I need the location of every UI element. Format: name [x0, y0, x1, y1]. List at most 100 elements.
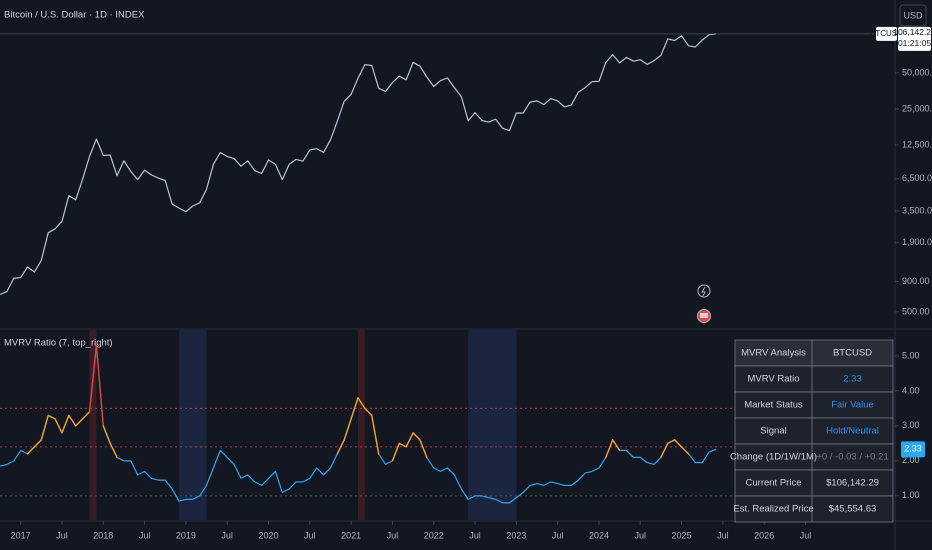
- x-tick-label: 2024: [589, 530, 609, 540]
- y-tick-label: 12,500.00: [902, 139, 932, 149]
- zone-segment: [88, 344, 98, 413]
- last-value-label: 2.33: [904, 444, 922, 454]
- price-line: [0, 33, 717, 296]
- x-tick-label: 2022: [424, 530, 444, 540]
- y-tick-label: 6,500.00: [902, 173, 932, 183]
- mvrv-table: MVRV Analysis BTCUSD MVRV Ratio 2.33 Market …: [730, 339, 894, 523]
- zone-segment: [350, 397, 359, 420]
- currency-button[interactable]: [899, 4, 927, 27]
- zone-segment: [371, 414, 380, 455]
- table-label: MVRV Ratio: [747, 374, 799, 385]
- table-label: MVRV Analysis: [741, 348, 806, 359]
- zone-segment: [612, 439, 621, 452]
- zone-segment: [343, 418, 352, 441]
- x-tick-label: Jul: [387, 530, 399, 540]
- zone-segment: [391, 442, 401, 462]
- zone-segment: [95, 344, 104, 427]
- highlight-band: [89, 330, 97, 520]
- table-label: Current Price: [746, 478, 802, 489]
- table-label: Signal: [760, 426, 786, 437]
- zone-segment: [40, 414, 49, 441]
- zone-segment: [102, 425, 111, 445]
- x-tick-label: Jul: [56, 530, 68, 540]
- zone-segment: [61, 414, 70, 434]
- zone-segment: [68, 414, 77, 427]
- zone-segment: [673, 439, 683, 448]
- table-label: Est. Realized Price: [733, 504, 813, 515]
- y-tick-label: 25,000.00: [902, 103, 932, 113]
- zone-segment: [605, 439, 614, 459]
- table-value: $106,142.29: [826, 478, 879, 489]
- x-tick-label: Jul: [221, 530, 233, 540]
- y-tick-label: 4.00: [902, 385, 920, 395]
- zone-segment: [667, 439, 676, 445]
- highlight-band: [468, 330, 517, 520]
- currency-label[interactable]: USD: [903, 10, 923, 20]
- x-tick-label: Jul: [304, 530, 316, 540]
- highlight-band: [179, 330, 207, 520]
- last-value-tag: [901, 441, 925, 458]
- zone-segment: [364, 407, 373, 417]
- price-tag: [898, 26, 931, 51]
- price-tag-label: 106,142.29: [893, 27, 932, 37]
- table-value: BTCUSD: [833, 348, 872, 359]
- y-tick-label: 500.00: [902, 306, 930, 316]
- x-tick-label: 2017: [11, 530, 31, 540]
- table-value: 2.33: [843, 374, 862, 385]
- x-tick-label: 2019: [176, 530, 196, 540]
- zone-segment: [412, 432, 421, 441]
- y-tick-label: 1,900.00: [902, 237, 932, 247]
- zone-segment: [109, 442, 118, 459]
- zone-segment: [75, 418, 84, 427]
- y-tick-label: 900.00: [902, 276, 930, 286]
- table-label: Market Status: [744, 400, 803, 411]
- y-tick-label: 50,000.00: [902, 67, 932, 77]
- symbol-title: Bitcoin / U.S. Dollar · 1D · INDEX: [4, 10, 145, 21]
- event-icons[interactable]: [697, 284, 711, 323]
- x-tick-label: Jul: [552, 530, 564, 540]
- flag-glyph: [700, 313, 708, 318]
- zone-segment: [398, 442, 407, 448]
- table-value: Hold/Neutral: [826, 426, 879, 437]
- zone-segment: [33, 439, 43, 448]
- table-row: [734, 495, 894, 523]
- table-value: Fair Value: [831, 400, 874, 411]
- y-tick-label: 1.00: [902, 490, 920, 500]
- x-tick-label: Jul: [139, 530, 151, 540]
- x-tick-label: Jul: [635, 530, 647, 540]
- table-value: +0 / -0.03 / +0.21: [816, 452, 888, 463]
- zone-segment: [336, 439, 345, 455]
- lightning-glyph: [701, 286, 706, 297]
- highlight-band: [358, 330, 365, 520]
- x-tick-label: Jul: [469, 530, 481, 540]
- zone-segment: [405, 432, 414, 448]
- zone-segment: [47, 414, 56, 420]
- x-tick-label: 2023: [506, 530, 526, 540]
- indicator-title: MVRV Ratio (7, top_right): [4, 338, 113, 349]
- y-tick-label: 3,500.00: [902, 205, 932, 215]
- x-tick-label: 2020: [258, 530, 278, 540]
- table-row: [734, 417, 894, 445]
- table-row: [734, 443, 894, 471]
- zone-segment: [81, 411, 91, 420]
- zone-segment: [357, 397, 366, 410]
- zone-segment: [680, 446, 690, 455]
- countdown-label: 01:21:05: [898, 38, 931, 48]
- event-icon[interactable]: [697, 284, 711, 298]
- symbol-tag: [876, 26, 897, 41]
- table-row: [734, 365, 894, 393]
- x-tick-label: 2021: [341, 530, 361, 540]
- table-value: $45,554.63: [829, 504, 877, 515]
- x-tick-label: Jul: [717, 530, 729, 540]
- zone-segment: [54, 418, 63, 434]
- x-tick-label: 2025: [672, 530, 692, 540]
- zone-segment: [26, 446, 36, 455]
- x-tick-label: Jul: [800, 530, 812, 540]
- y-tick-label: 3.00: [902, 420, 920, 430]
- table-label: Change (1D/1W/1M): [730, 452, 817, 463]
- x-tick-label: 2026: [754, 530, 774, 540]
- zone-segment: [419, 439, 428, 459]
- symbol-tag-label: BTCUSD: [870, 29, 903, 38]
- zone-segment: [660, 442, 669, 459]
